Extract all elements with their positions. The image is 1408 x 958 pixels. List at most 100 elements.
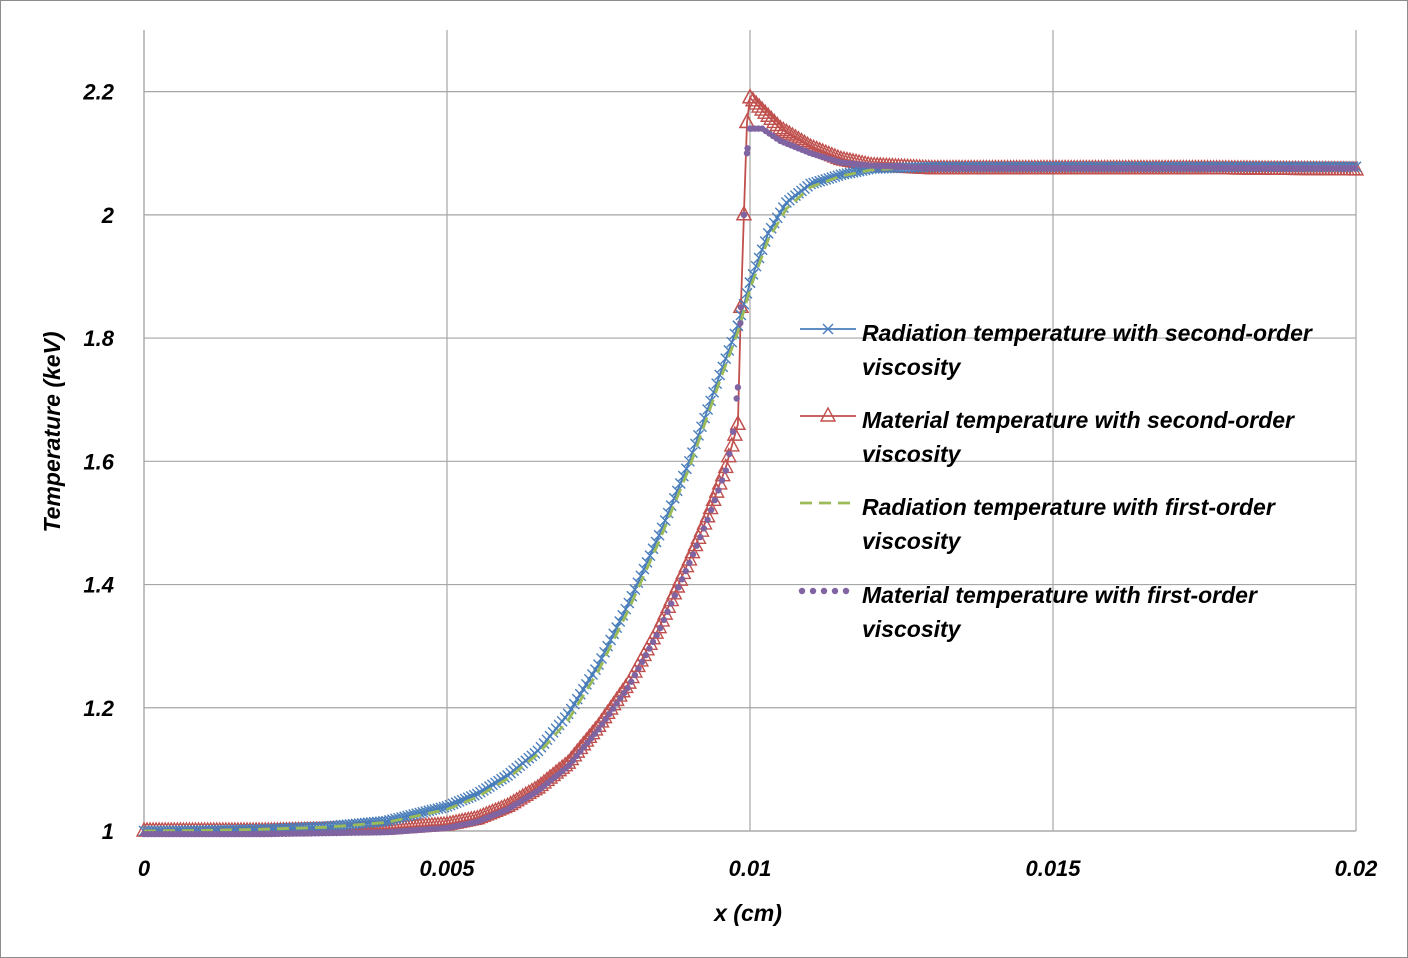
data-point	[733, 395, 740, 402]
data-point	[768, 217, 780, 229]
data-point	[741, 88, 759, 104]
data-point	[573, 752, 580, 760]
data-point	[620, 689, 628, 697]
data-point	[738, 112, 756, 129]
tick-labels: 0 0.005 0.01 0.015 0.02 1 1.2 1.4 1.6 1.8 2 2.2	[82, 80, 1378, 881]
data-point	[611, 622, 623, 634]
data-point	[775, 120, 792, 137]
legend-swatch	[831, 587, 839, 595]
data-point	[602, 715, 609, 723]
x-tick-label: 0.01	[729, 856, 772, 881]
data-point	[820, 173, 832, 185]
data-point	[740, 211, 748, 219]
data-point	[649, 638, 657, 646]
data-point	[778, 122, 795, 138]
legend-marker	[822, 323, 834, 335]
data-point	[805, 178, 817, 190]
data-point	[769, 116, 786, 132]
data-point	[723, 436, 740, 452]
data-point	[772, 119, 789, 135]
data-point	[671, 485, 683, 497]
data-point	[689, 551, 697, 558]
legend-entry-1: Material temperature with second-order vi…	[800, 406, 1295, 467]
data-point	[781, 124, 798, 140]
data-point	[635, 665, 642, 672]
data-point	[823, 172, 835, 184]
y-axis-title: Temperature (keV)	[39, 331, 65, 532]
series-3	[140, 125, 1358, 838]
data-point	[686, 447, 698, 459]
legend-label: Material temperature with second-order vi…	[862, 407, 1295, 467]
data-point	[580, 743, 588, 751]
x-tick-label: 0.02	[1335, 856, 1379, 881]
data-point	[784, 126, 801, 142]
data-point	[598, 720, 606, 728]
data-point	[650, 536, 662, 548]
data-point	[756, 103, 774, 119]
data-point	[617, 695, 624, 702]
legend-marker	[819, 406, 837, 422]
y-tick-label: 1.4	[83, 573, 114, 598]
legend-label: Radiation temperature with second-order v…	[862, 320, 1313, 380]
x-tick-label: 0.015	[1025, 856, 1081, 881]
series-line	[143, 165, 1356, 833]
data-point	[480, 782, 492, 794]
series-layer	[135, 88, 1365, 838]
data-point	[459, 793, 471, 805]
data-point	[609, 705, 617, 712]
data-point	[613, 700, 620, 707]
data-point	[657, 624, 664, 632]
data-point	[753, 252, 765, 264]
data-point	[602, 640, 614, 652]
y-tick-label: 1	[102, 819, 114, 844]
data-point	[675, 584, 682, 591]
legend-entry-0: Radiation temperature with second-order v…	[800, 320, 1313, 380]
data-point	[678, 576, 686, 583]
data-point	[692, 429, 704, 441]
data-point	[735, 205, 753, 221]
data-point	[746, 125, 754, 132]
data-point	[635, 570, 647, 582]
data-point	[566, 761, 573, 769]
data-point	[711, 378, 723, 390]
data-point	[787, 128, 804, 144]
data-point	[577, 748, 584, 755]
data-point	[734, 384, 742, 391]
data-point	[644, 550, 656, 562]
data-point	[665, 500, 677, 512]
data-point	[569, 757, 577, 764]
legend: Radiation temperature with second-order v…	[798, 320, 1313, 642]
y-tick-label: 1.8	[83, 326, 114, 351]
x-tick-label: 0	[138, 856, 151, 881]
data-point	[743, 150, 751, 157]
legend-swatch	[820, 587, 828, 595]
data-point	[726, 450, 733, 458]
data-point	[722, 467, 729, 474]
legend-swatch	[842, 587, 850, 595]
data-point	[744, 145, 751, 152]
y-tick-label: 1.2	[83, 696, 114, 721]
x-axis-title: x (cm)	[712, 900, 782, 926]
data-point	[631, 671, 639, 679]
data-point	[729, 428, 737, 435]
data-point	[680, 463, 692, 475]
legend-label: Material temperature with first-order vis…	[862, 582, 1258, 642]
data-point	[682, 567, 689, 575]
data-point	[793, 132, 810, 148]
data-point	[496, 773, 508, 785]
legend-label: Radiation temperature with first-order vi…	[862, 494, 1276, 554]
data-point	[715, 487, 722, 494]
data-point	[628, 678, 635, 685]
data-point	[771, 212, 783, 224]
data-point	[441, 800, 453, 812]
data-point	[477, 784, 489, 796]
data-point	[620, 603, 632, 615]
data-point	[763, 109, 780, 126]
data-point	[474, 786, 486, 798]
data-point	[737, 320, 744, 327]
data-point	[753, 100, 771, 116]
x-tick-label: 0.005	[419, 856, 475, 881]
data-point	[766, 112, 783, 129]
